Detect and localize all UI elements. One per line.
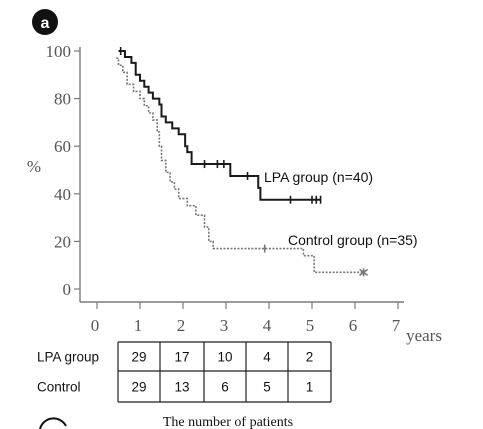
- table-cell: 4: [263, 350, 271, 365]
- risk-table-title: The number of patients: [163, 415, 293, 429]
- censor-mark: [359, 268, 369, 276]
- x-tick-label: 6: [349, 316, 358, 335]
- axes: 0 20 40 60 80 100 0 1 2 3 4 5 6 7: [46, 42, 404, 335]
- plot-area: [116, 47, 369, 277]
- table-cell: 17: [174, 350, 189, 365]
- panel-badge: a: [32, 9, 58, 35]
- table-cell: 10: [217, 350, 232, 365]
- table-cell: 13: [174, 380, 189, 395]
- series-label-control: Control group (n=35): [288, 232, 418, 248]
- y-tick-label: 80: [54, 90, 71, 109]
- table-cell: 2: [306, 350, 314, 365]
- table-row-label: Control: [37, 380, 81, 395]
- table-cell: 29: [131, 350, 146, 365]
- panel-label: a: [41, 15, 50, 32]
- x-tick-label: 0: [91, 316, 100, 335]
- y-tick-label: 0: [63, 280, 72, 299]
- y-axis-label: %: [27, 157, 41, 176]
- series-line-control: [116, 57, 364, 274]
- x-axis-label: years: [406, 326, 442, 345]
- table-cell: 29: [131, 380, 146, 395]
- x-tick-label: 1: [134, 316, 143, 335]
- risk-table: LPA group 29 17 10 4 2 Control 29 13 6 5 1: [37, 341, 332, 403]
- x-tick-label: 2: [177, 316, 186, 335]
- x-tick-label: 4: [263, 316, 272, 335]
- y-tick-label: 60: [54, 137, 71, 156]
- y-tick-label: 40: [54, 185, 71, 204]
- panel-badge-circle: [32, 9, 58, 35]
- table-cell: 6: [221, 380, 229, 395]
- x-tick-label: 5: [306, 316, 315, 335]
- next-panel-badge-fragment: [39, 417, 67, 429]
- y-tick-label: 100: [46, 42, 72, 61]
- table-cell: 5: [263, 380, 271, 395]
- table-cell: 1: [306, 380, 314, 395]
- table-row-label: LPA group: [37, 350, 99, 365]
- y-tick-label: 20: [54, 232, 71, 251]
- series-label-lpa: LPA group (n=40): [264, 169, 373, 185]
- x-tick-label: 7: [392, 316, 401, 335]
- x-tick-label: 3: [220, 316, 229, 335]
